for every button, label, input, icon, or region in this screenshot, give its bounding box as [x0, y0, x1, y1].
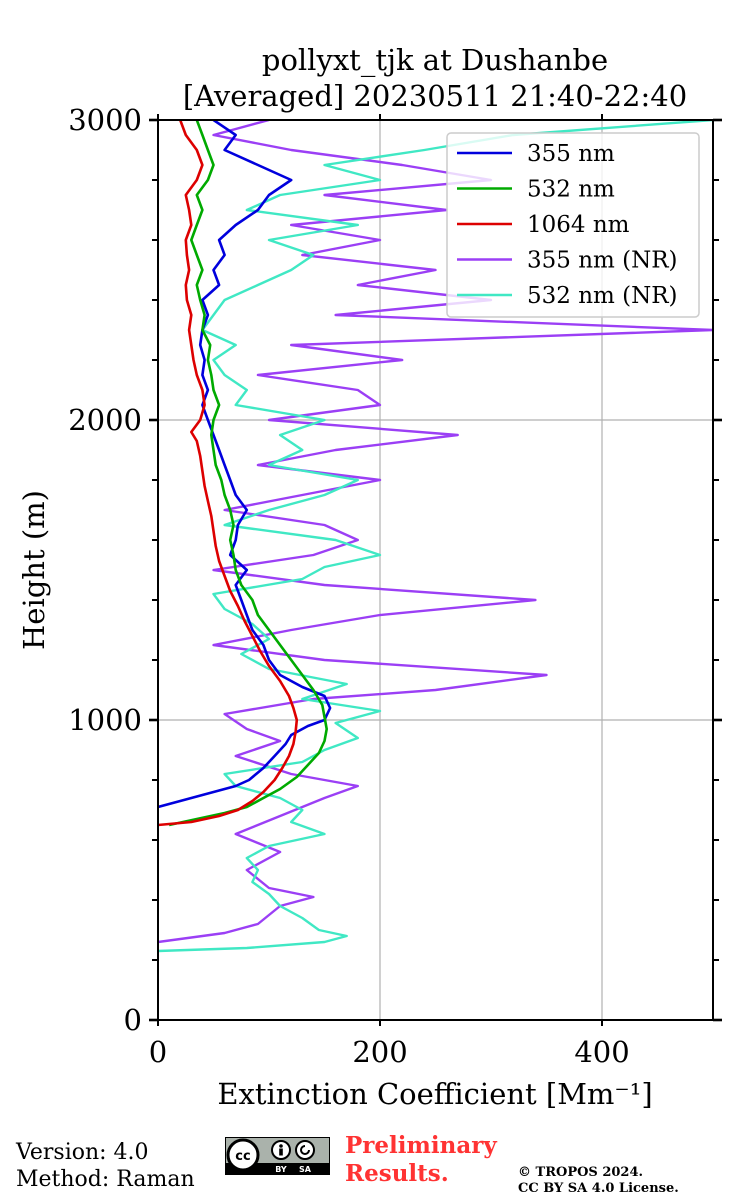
series-line-532-nm — [168, 120, 328, 827]
results-label: Results. — [345, 1160, 449, 1187]
method-label: Method: Raman — [16, 1167, 195, 1192]
y-axis-label: Height (m) — [17, 490, 51, 650]
preliminary-label: Preliminary — [345, 1132, 497, 1159]
chart-title-line1: pollyxt_tjk at Dushanbe — [262, 43, 608, 78]
svg-text:cc: cc — [235, 1149, 250, 1164]
x-tick-label: 400 — [574, 1035, 629, 1069]
x-tick-label: 200 — [352, 1035, 407, 1069]
legend-label: 355 nm — [527, 141, 615, 167]
license-label: CC BY SA 4.0 License. — [518, 1181, 679, 1196]
y-tick-label: 3000 — [68, 103, 142, 137]
copyright-label: © TROPOS 2024. — [518, 1165, 644, 1180]
plot-frame — [157, 119, 714, 1021]
legend-label: 532 nm (NR) — [527, 283, 678, 309]
version-label: Version: 4.0 — [16, 1140, 149, 1165]
series-line-355-nm-nr- — [158, 120, 713, 944]
legend-label: 1064 nm — [527, 212, 630, 238]
extinction-chart: 0 200 400 0 1000 2000 3000 pollyxt_tjk at Dush… — [17, 43, 722, 1111]
cc-by-sa-icon: cc BY SA — [225, 1137, 330, 1175]
series-line-1064-nm — [158, 120, 299, 827]
axis-ticks: 0 200 400 0 1000 2000 3000 — [68, 103, 722, 1069]
y-tick-label: 0 — [124, 1003, 142, 1037]
x-tick-label: 0 — [149, 1035, 167, 1069]
legend-box — [446, 132, 700, 318]
series-line-532-nm-nr- — [158, 120, 713, 953]
series-lines — [158, 120, 713, 953]
legend: 355 nm 532 nm 1064 nm 355 nm (NR) 532 nm (NR… — [446, 132, 700, 318]
legend-label: 355 nm (NR) — [527, 248, 678, 274]
chart-title-line2: [Averaged] 20230511 21:40-22:40 — [183, 79, 687, 113]
legend-label: 532 nm — [527, 177, 615, 203]
y-tick-label: 1000 — [68, 703, 142, 737]
svg-text:BY: BY — [275, 1165, 287, 1174]
svg-text:SA: SA — [299, 1165, 312, 1174]
y-tick-label: 2000 — [68, 403, 142, 437]
x-axis-label: Extinction Coefficient [Mm⁻¹] — [217, 1077, 652, 1111]
series-line-355-nm — [158, 120, 332, 809]
